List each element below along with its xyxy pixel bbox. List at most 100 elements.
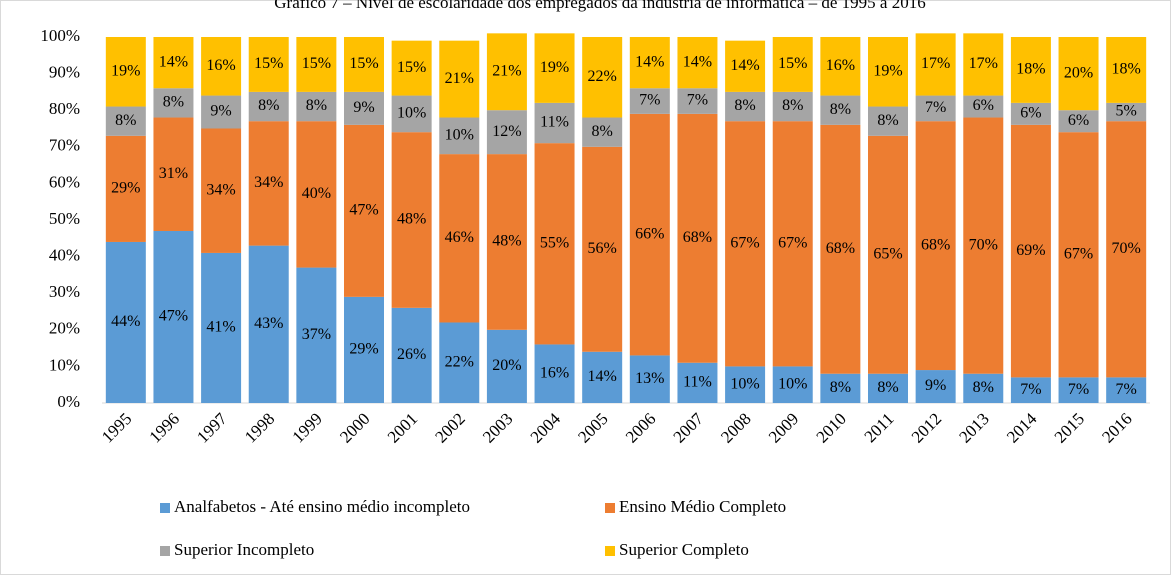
bar-segment	[963, 33, 1004, 96]
bar-segment	[1058, 37, 1099, 111]
data-label: 44%	[111, 313, 140, 330]
data-label: 17%	[969, 55, 998, 72]
data-label: 55%	[540, 234, 569, 251]
legend-swatch	[160, 546, 170, 556]
data-label: 7%	[687, 92, 708, 109]
data-label: 6%	[1068, 112, 1089, 129]
data-label: 29%	[111, 180, 140, 197]
data-label: 68%	[826, 240, 855, 257]
bar-segment	[582, 351, 623, 403]
data-label: 48%	[397, 211, 426, 228]
bar-segment	[296, 267, 337, 403]
bar-segment	[344, 296, 384, 403]
bar-segment	[915, 33, 956, 96]
data-label: 26%	[397, 346, 426, 363]
data-label: 10%	[778, 375, 807, 392]
data-label: 7%	[1116, 381, 1137, 398]
bar-segment	[725, 121, 766, 367]
data-label: 20%	[1064, 64, 1093, 81]
bar-segment	[915, 121, 956, 371]
data-label: 16%	[826, 57, 855, 74]
data-label: 14%	[159, 53, 188, 70]
bar-segment	[486, 329, 527, 403]
legend-label: Ensino Médio Completo	[619, 497, 786, 516]
data-label: 8%	[258, 97, 279, 114]
data-label: 46%	[445, 229, 474, 246]
data-label: 11%	[540, 114, 569, 131]
bar-segment	[1106, 102, 1147, 122]
data-label: 37%	[302, 326, 331, 343]
bar-segment	[344, 37, 384, 92]
bar-segment	[772, 37, 813, 92]
data-label: 15%	[349, 55, 378, 72]
data-label: 8%	[782, 97, 803, 114]
data-label: 8%	[592, 123, 613, 140]
bar-segment	[1058, 132, 1099, 378]
y-tick-label: 80%	[49, 99, 80, 118]
bar-segment	[105, 135, 146, 242]
data-label: 9%	[353, 99, 374, 116]
data-label: 18%	[1016, 61, 1045, 78]
bar-segment	[486, 33, 527, 111]
bar-segment	[391, 95, 432, 133]
data-label: 14%	[588, 368, 617, 385]
bar-segment	[153, 37, 194, 89]
bar-segment	[534, 344, 575, 403]
data-label: 6%	[973, 97, 994, 114]
bar-segment	[1106, 37, 1147, 103]
bar-segment	[153, 230, 194, 403]
data-label: 8%	[306, 97, 327, 114]
data-label: 69%	[1016, 242, 1045, 259]
data-label: 17%	[921, 55, 950, 72]
bar-segment	[868, 135, 908, 374]
data-label: 15%	[254, 55, 283, 72]
data-label: 10%	[730, 375, 759, 392]
y-tick-label: 40%	[49, 246, 80, 265]
bar-segment	[201, 95, 242, 129]
data-label: 14%	[730, 57, 759, 74]
y-tick-label: 30%	[49, 282, 80, 301]
data-label: 14%	[635, 53, 664, 70]
bar-segment	[1010, 37, 1051, 103]
y-tick-label: 20%	[49, 319, 80, 338]
data-label: 8%	[830, 379, 851, 396]
chart-title: Gráfico 7 – Nível de escolaridade dos em…	[274, 0, 925, 12]
bar-segment	[439, 322, 480, 403]
bar-segment	[820, 373, 861, 403]
data-label: 19%	[540, 59, 569, 76]
bar-segment	[868, 373, 908, 403]
data-label: 21%	[492, 62, 521, 79]
bar-segment	[1106, 377, 1147, 403]
bar-segment	[391, 40, 432, 96]
legend-swatch	[605, 503, 615, 513]
bar-segment	[772, 366, 813, 403]
bar-segment	[772, 91, 813, 122]
bar-segment	[534, 33, 575, 103]
data-label: 6%	[1020, 105, 1041, 122]
data-label: 8%	[115, 112, 136, 129]
bar-segment	[248, 121, 289, 246]
bar-segment	[344, 91, 384, 125]
y-tick-label: 50%	[49, 209, 80, 228]
bar-segment	[820, 37, 861, 96]
data-label: 15%	[778, 55, 807, 72]
data-label: 68%	[921, 236, 950, 253]
bar-segment	[1010, 377, 1051, 403]
bar-segment	[201, 128, 242, 253]
data-label: 40%	[302, 185, 331, 202]
bar-segment	[963, 373, 1004, 403]
bar-segment	[725, 366, 766, 403]
y-tick-label: 70%	[49, 136, 80, 155]
data-label: 22%	[588, 68, 617, 85]
bar-segment	[486, 110, 527, 155]
bar-segment	[868, 37, 908, 107]
data-label: 8%	[163, 94, 184, 111]
bar-segment	[582, 117, 623, 147]
data-label: 67%	[730, 234, 759, 251]
bar-segment	[344, 124, 384, 297]
bar-segment	[963, 95, 1004, 118]
data-label: 7%	[925, 99, 946, 116]
legend-label: Superior Incompleto	[174, 540, 314, 559]
data-label: 19%	[873, 62, 902, 79]
bar-segment	[248, 245, 289, 403]
